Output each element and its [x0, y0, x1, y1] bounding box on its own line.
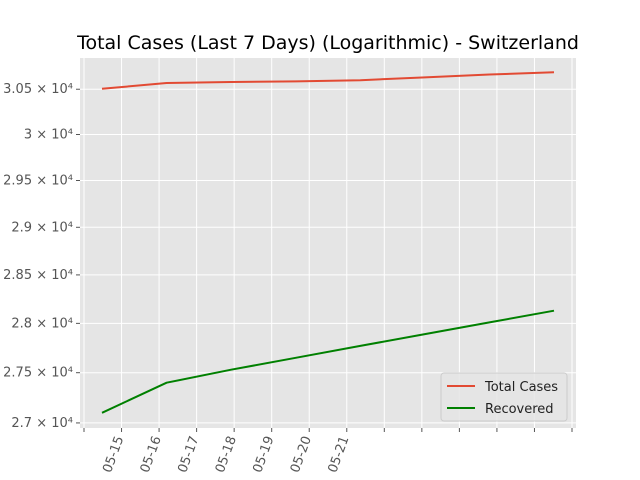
series-lines [101, 71, 555, 414]
y-tick-label: 2.9 × 10⁴ [11, 220, 73, 235]
legend: Total Cases Recovered [440, 372, 568, 422]
y-tick-label: 2.75 × 10⁴ [3, 366, 73, 381]
y-tick-label: 3.05 × 10⁴ [3, 82, 73, 97]
series-line-1 [101, 309, 555, 414]
legend-label-1: Recovered [485, 402, 554, 417]
y-tick-label: 2.7 × 10⁴ [11, 416, 73, 431]
series-line-0 [101, 71, 555, 90]
legend-label-0: Total Cases [484, 380, 558, 395]
y-tick-label: 2.85 × 10⁴ [3, 268, 73, 283]
chart-title: Total Cases (Last 7 Days) (Logarithmic) … [76, 32, 579, 54]
y-tick-label: 2.95 × 10⁴ [3, 173, 73, 188]
y-tick-label: 3 × 10⁴ [24, 127, 73, 142]
y-tick-label: 2.8 × 10⁴ [11, 316, 73, 331]
plot-area [80, 58, 576, 428]
